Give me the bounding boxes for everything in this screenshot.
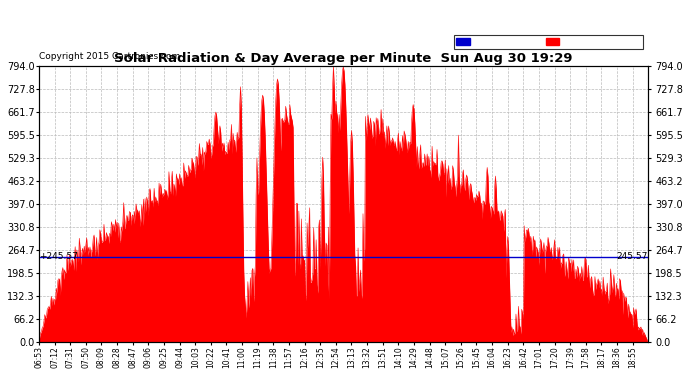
Title: Solar Radiation & Day Average per Minute  Sun Aug 30 19:29: Solar Radiation & Day Average per Minute… [114, 52, 573, 65]
Text: Copyright 2015 Cartronics.com: Copyright 2015 Cartronics.com [39, 52, 180, 61]
Legend: Median (w/m2), Radiation (w/m2): Median (w/m2), Radiation (w/m2) [453, 35, 643, 49]
Text: +245.57: +245.57 [39, 252, 78, 261]
Text: 245.57: 245.57 [616, 252, 647, 261]
